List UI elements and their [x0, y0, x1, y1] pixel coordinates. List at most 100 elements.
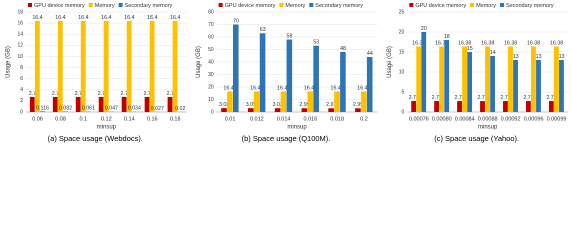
legend-swatch: [309, 3, 314, 7]
x-tick-label: 0.00099: [547, 116, 567, 122]
caption: (a) Space usage (Webdocs).: [48, 134, 143, 143]
legend-label: GPU device memory: [415, 3, 466, 9]
bar: [29, 97, 35, 112]
value-label: 16.4: [78, 15, 88, 21]
value-label: 58: [287, 33, 293, 39]
x-tick-label: 0.06: [32, 116, 43, 122]
value-label: 2.73: [523, 95, 533, 101]
value-label: 16.4: [32, 15, 42, 21]
bar: [411, 101, 417, 112]
value-label: 2.7: [29, 91, 36, 97]
y-tick-label: 14: [17, 32, 23, 38]
bar: [434, 101, 439, 112]
value-label: 2.73: [477, 95, 487, 101]
legend-swatch: [499, 3, 504, 7]
value-label: 16.38: [481, 40, 494, 46]
value-label: 16.38: [458, 40, 471, 46]
y-tick-label: 0: [402, 109, 405, 115]
caption: (b) Space usage (Q100M).: [242, 134, 331, 143]
value-label: 16.38: [550, 40, 563, 46]
y-tick-label: 18: [17, 9, 23, 15]
bar: [508, 46, 513, 113]
legend-label: Memory: [95, 3, 115, 9]
x-tick-label: 0.016: [304, 116, 318, 122]
bar: [227, 91, 233, 112]
x-tick-label: 0.018: [330, 116, 344, 122]
value-label: 18: [444, 34, 450, 40]
bar: [221, 108, 227, 112]
y-tick-label: 60: [208, 34, 214, 40]
y-tick-label: 20: [208, 84, 214, 90]
value-label: 2.7: [98, 91, 105, 97]
x-tick-label: 0.12: [101, 116, 112, 122]
bar: [485, 46, 490, 113]
bar: [34, 20, 40, 113]
value-label: 63: [260, 27, 266, 33]
bar: [301, 108, 308, 112]
bar: [253, 91, 260, 112]
value-label: 2.7: [121, 91, 128, 97]
legend-label: GPU device memory: [34, 3, 85, 9]
bar: [334, 91, 340, 112]
value-label: 3.02: [273, 102, 283, 108]
value-label: 16.4: [124, 15, 134, 21]
y-tick-label: 15: [399, 49, 405, 55]
legend-label: GPU device memory: [225, 3, 276, 9]
x-tick-label: 0.00088: [478, 116, 498, 122]
value-label: 2.73: [455, 95, 465, 101]
value-label: 16.38: [504, 40, 517, 46]
bar: [144, 97, 150, 112]
bar: [75, 97, 81, 112]
value-label: 2.7: [75, 91, 82, 97]
value-label: 14: [490, 50, 496, 56]
bar: [313, 45, 319, 112]
x-tick-label: 0.00076: [409, 116, 429, 122]
bar: [536, 60, 541, 112]
value-label: 48: [340, 46, 346, 52]
value-label: 15: [467, 46, 473, 52]
value-label: 2.95: [353, 102, 363, 108]
y-tick-label: 20: [399, 29, 405, 35]
value-label: 2.7: [52, 91, 59, 97]
legend-label: Memory: [476, 3, 496, 9]
legend-label: Memory: [285, 3, 305, 9]
value-label: 2.74: [409, 95, 419, 101]
value-label: 16.38: [527, 40, 540, 46]
bar: [167, 97, 173, 112]
y-tick-label: 4: [20, 87, 23, 93]
bar: [513, 60, 518, 112]
y-tick-label: 6: [20, 76, 23, 82]
bar: [149, 20, 155, 113]
y-tick-label: 10: [399, 69, 405, 75]
bar: [531, 46, 536, 113]
value-label: 16.4: [147, 15, 157, 21]
value-label: 20: [421, 26, 427, 32]
x-tick-label: 0.08: [55, 116, 66, 122]
value-label: 16.45: [250, 85, 263, 91]
x-tick-label: 0.14: [124, 116, 135, 122]
value-label: 53: [313, 40, 319, 46]
y-tick-label: 5: [402, 89, 405, 95]
y-axis-label: Usage (GB): [387, 46, 393, 78]
bar: [457, 101, 462, 112]
bar: [444, 40, 450, 112]
bar: [421, 32, 427, 112]
legend-swatch: [88, 3, 93, 7]
bar: [340, 52, 346, 112]
bar: [462, 46, 467, 113]
caption: (c) Space usage (Yahoo).: [434, 134, 519, 143]
y-axis-label: Usage (GB): [6, 46, 12, 78]
value-label: 2.7: [166, 91, 173, 97]
legend-swatch: [118, 3, 123, 7]
bar: [286, 39, 293, 112]
bar: [366, 57, 373, 112]
bar: [126, 20, 132, 113]
y-tick-label: 10: [17, 54, 23, 60]
bar: [439, 46, 445, 113]
y-tick-label: 70: [208, 22, 214, 28]
value-label: 3.08: [219, 102, 229, 108]
bar: [52, 97, 58, 112]
value-label: 2.99: [299, 102, 309, 108]
y-tick-label: 0: [211, 109, 214, 115]
bar: [355, 108, 361, 112]
